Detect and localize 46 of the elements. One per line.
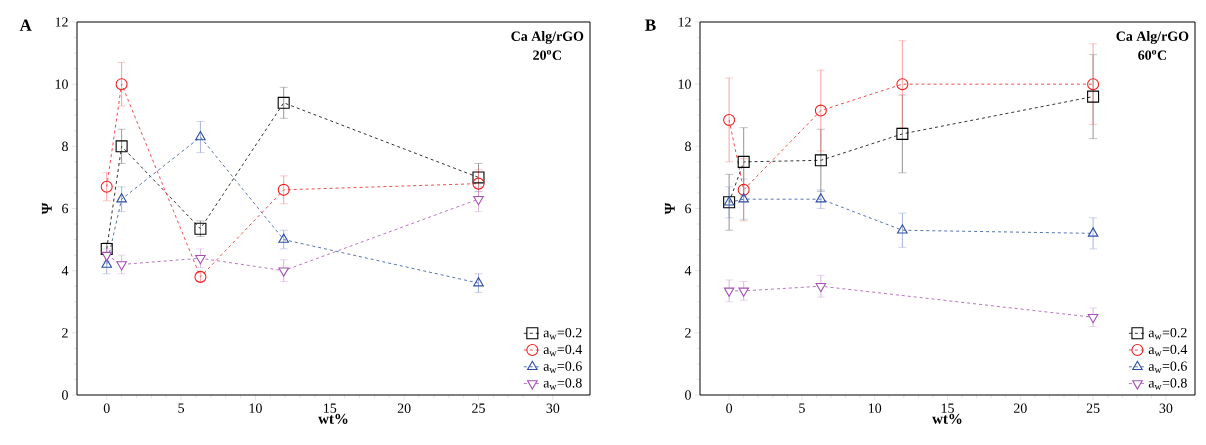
x-tick-label: 15 — [324, 403, 337, 413]
y-tick-label: 6 — [685, 203, 692, 214]
y-tick-label: 10 — [55, 79, 68, 89]
x-tick-label: 30 — [546, 403, 560, 413]
legend-label: a$_{w}$=0.2 — [1148, 327, 1187, 340]
x-tick-label: 25 — [472, 403, 485, 413]
y-axis-title: Ψ — [664, 202, 675, 215]
x-tick-label: 25 — [1086, 403, 1100, 413]
x-tick-label: 10 — [249, 403, 262, 413]
legend-label: a$_{w}$=0.6 — [543, 361, 582, 373]
legend-label: a$_{w}$=0.8 — [543, 378, 582, 390]
x-tick-label: 20 — [1013, 403, 1027, 413]
y-tick-label: 8 — [62, 141, 68, 152]
x-tick-label: 10 — [868, 403, 882, 413]
annotation: 20$^{o}$C — [533, 49, 561, 60]
annotation: 60$^{o}$C — [1138, 49, 1167, 60]
y-tick-label: 4 — [684, 266, 692, 276]
y-tick-label: 2 — [62, 328, 68, 338]
legend-label: a$_{w}$=0.2 — [543, 327, 582, 340]
y-tick-label: 10 — [678, 79, 691, 89]
y-tick-label: 12 — [55, 17, 68, 27]
legend-label: a$_{w}$=0.4 — [543, 344, 583, 357]
y-tick-label: 4 — [61, 266, 69, 276]
y-tick-label: 12 — [678, 17, 691, 27]
legend-label: a$_{w}$=0.6 — [1148, 361, 1187, 373]
y-tick-label: 0 — [62, 390, 68, 400]
x-tick-label: 0 — [726, 403, 733, 413]
x-tick-label: 30 — [1159, 403, 1173, 413]
x-tick-label: 15 — [941, 403, 954, 413]
annotation: Ca Alg/rGO — [511, 31, 584, 44]
y-tick-label: 0 — [685, 390, 691, 400]
x-axis-title: wt% — [932, 413, 962, 424]
x-tick-label: 20 — [397, 403, 411, 413]
y-tick-label: 8 — [685, 141, 691, 152]
y-tick-label: 2 — [685, 328, 691, 338]
legend-label: a$_{w}$=0.8 — [1148, 378, 1187, 390]
chart-title: B — [645, 19, 656, 31]
y-axis-title: Ψ — [41, 202, 52, 215]
x-tick-label: 5 — [799, 403, 805, 413]
x-axis-title: wt% — [318, 413, 348, 424]
y-tick-label: 6 — [62, 203, 69, 214]
legend-label: a$_{w}$=0.4 — [1148, 344, 1188, 357]
annotation: Ca Alg/rGO — [1116, 31, 1189, 44]
x-tick-label: 5 — [178, 403, 185, 413]
chart-title: A — [19, 19, 32, 31]
x-tick-label: 0 — [103, 403, 110, 413]
